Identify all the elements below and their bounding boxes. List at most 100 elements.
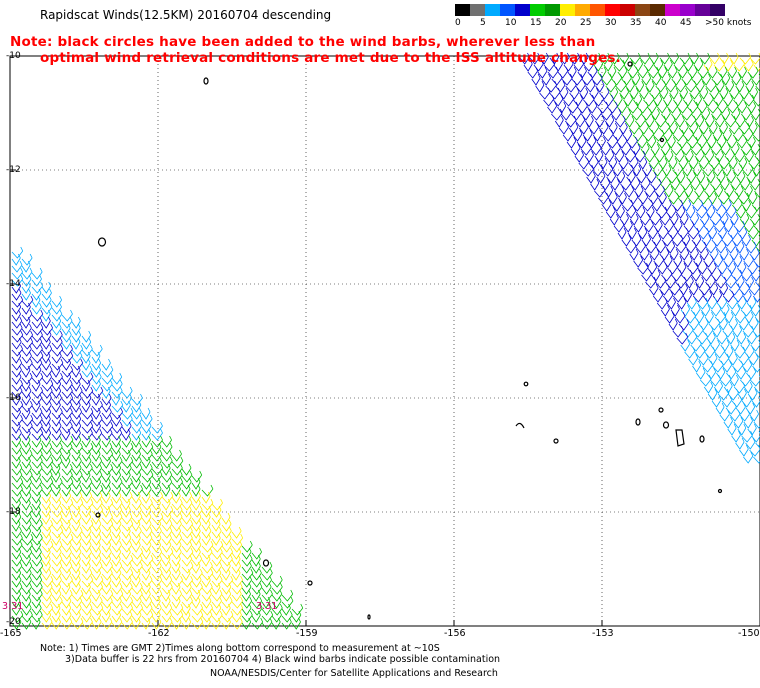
wind-barb [692,129,703,142]
wind-barb [720,143,731,156]
wind-barb [629,87,639,100]
wind-barb [101,512,113,525]
wind-barb [641,108,652,121]
wind-barb [711,234,723,247]
wind-barb [696,367,706,380]
wind-barb [231,526,242,539]
wind-barb [563,59,574,72]
wind-barb [639,213,651,226]
wind-barb [704,311,714,324]
wind-barb [702,360,714,373]
wind-barb [141,449,153,462]
wind-barb [674,115,685,128]
wind-barb [21,407,31,420]
wind-barb [702,164,714,177]
wind-barb [31,288,42,301]
wind-barb [111,393,121,406]
wind-barb [555,80,566,93]
wind-barb [749,283,760,296]
wind-barb [610,178,620,191]
wind-barb [580,143,592,156]
wind-barb [639,248,650,261]
wind-barb [71,337,81,350]
wind-barb [211,610,223,623]
wind-barb [71,330,82,343]
wind-barb [11,400,24,413]
wind-barb [31,358,43,371]
wind-barb [131,582,143,595]
wind-barb [41,512,51,525]
wind-barb [151,491,163,504]
wind-barb [747,227,759,240]
wind-barb [111,505,123,518]
wind-barb [121,400,131,413]
wind-barb [121,491,133,504]
wind-barb [161,449,172,462]
wind-barb [11,533,23,546]
wind-barb [747,101,757,114]
wind-barb [151,463,164,476]
wind-barb [111,547,122,560]
wind-barb [171,617,182,630]
wind-barb [101,442,113,455]
wind-barb [710,178,722,191]
wind-barb [642,129,655,142]
wind-barb [261,610,274,623]
wind-barb [81,617,93,630]
wind-barb [41,491,52,504]
wind-barb [717,227,727,240]
wind-barb [11,414,23,427]
wind-barb [151,505,161,518]
wind-barb [131,407,142,420]
wind-barb [697,101,708,114]
wind-barb [680,339,691,352]
wind-barb [656,136,668,149]
wind-barb [71,617,84,630]
wind-barb [51,603,61,616]
wind-barb [667,101,678,114]
wind-barb [71,554,81,567]
wind-barb [191,554,203,567]
wind-barb [752,290,760,303]
lat-label: -18 [6,507,21,517]
wind-barb [271,575,283,588]
wind-barb [101,526,112,539]
wind-barb [141,596,153,609]
wind-barb [101,568,113,581]
wind-barb [619,87,630,100]
wind-barb [599,52,611,65]
wind-barb [643,94,655,107]
wind-barb [91,505,104,518]
wind-barb [706,171,716,184]
wind-barb [111,470,122,483]
wind-barb [651,73,662,86]
wind-barb [201,491,211,504]
wind-barb [191,519,202,532]
wind-barb [753,421,760,429]
wind-barb [647,262,658,275]
wind-barb [720,374,732,387]
wind-barb [281,617,292,630]
wind-barb [31,512,42,525]
wind-barb [141,421,152,434]
wind-barb [21,547,33,560]
wind-barb [171,547,182,560]
wind-barb [724,150,735,163]
wind-barb [41,484,53,497]
wind-barb [161,477,173,490]
wind-barb [31,582,43,595]
wind-barb [721,269,733,282]
wind-barb [91,463,102,476]
wind-barb [21,421,33,434]
wind-barb [61,442,73,455]
wind-barb [21,330,33,343]
wind-barb [81,351,91,364]
wind-barb [181,484,191,497]
wind-barb [71,533,82,546]
wind-barb [731,395,743,408]
wind-barb [101,386,111,399]
wind-barb [151,477,161,490]
wind-barb [591,108,602,121]
wind-barb [101,463,114,476]
wind-barb [11,323,23,336]
